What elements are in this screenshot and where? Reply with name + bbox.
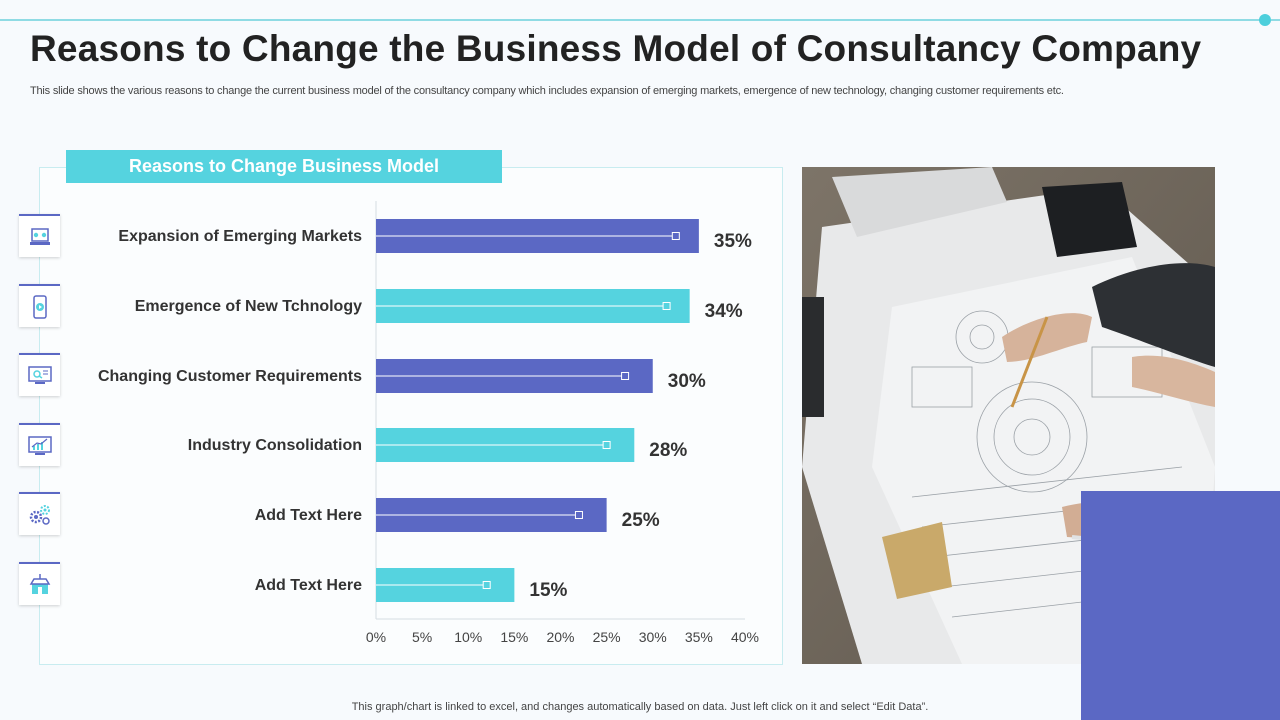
x-tick-label: 25% (593, 629, 621, 645)
footer-note: This graph/chart is linked to excel, and… (351, 701, 929, 713)
data-label: 15% (529, 580, 567, 601)
x-tick-label: 0% (366, 629, 386, 645)
x-tick-label: 15% (500, 629, 528, 645)
slide-title: Reasons to Change the Business Model of … (30, 28, 1202, 69)
data-label: 34% (705, 301, 743, 322)
bar-marker (662, 302, 671, 310)
x-tick-label: 40% (731, 629, 759, 645)
category-label: Add Text Here (255, 507, 362, 524)
data-label: 35% (714, 231, 752, 252)
top-rule (0, 19, 1262, 21)
data-label: 30% (668, 371, 706, 392)
bar-marker (602, 441, 611, 449)
x-tick-label: 30% (639, 629, 667, 645)
store-icon (19, 562, 60, 605)
category-label: Expansion of Emerging Markets (118, 228, 362, 245)
bars-layer: 35% Expansion of Emerging Markets 34% Emerg… (98, 201, 759, 645)
slide-subtitle: This slide shows the various reasons to … (30, 85, 1064, 97)
bar-marker (671, 232, 680, 240)
chart-title: Reasons to Change Business Model (66, 150, 502, 183)
gears-icon (19, 492, 60, 535)
data-label: 28% (649, 440, 687, 461)
bar-marker (482, 581, 491, 589)
x-tick-label: 5% (412, 629, 432, 645)
category-label: Emergence of New Tchnology (135, 298, 362, 315)
top-rule-tail (1271, 19, 1280, 21)
accent-block (1081, 491, 1280, 720)
category-label: Add Text Here (255, 577, 362, 594)
data-label: 25% (622, 510, 660, 531)
chart-monitor-icon (19, 423, 60, 466)
x-tick-label: 20% (546, 629, 574, 645)
bar-marker (621, 372, 630, 380)
top-rule-dot (1259, 14, 1271, 26)
mobile-play-icon (19, 284, 60, 327)
monitor-search-icon (19, 353, 60, 396)
category-label: Changing Customer Requirements (98, 368, 362, 385)
x-tick-label: 10% (454, 629, 482, 645)
category-label: Industry Consolidation (188, 437, 362, 454)
bar-marker (574, 511, 583, 519)
meeting-icon (19, 214, 60, 257)
x-tick-label: 35% (685, 629, 713, 645)
meeting-blueprint-photo (802, 167, 1215, 664)
